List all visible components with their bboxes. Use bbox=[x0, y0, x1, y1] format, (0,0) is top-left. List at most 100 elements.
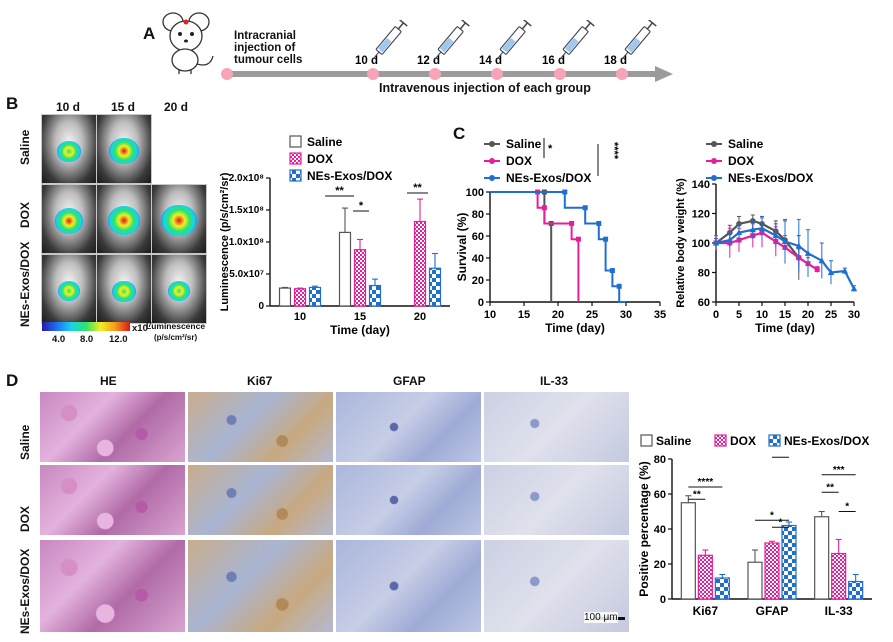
y-tick-label: 60 bbox=[472, 231, 484, 243]
legend-label-dox: DOX bbox=[730, 434, 756, 448]
tumour-signal bbox=[57, 140, 81, 162]
bar-dox bbox=[293, 288, 307, 307]
tumour-signal bbox=[108, 206, 140, 236]
timeline-day-label: 12 d bbox=[417, 55, 440, 67]
series-marker-nes-exos-dox bbox=[772, 232, 779, 239]
tumour-signal bbox=[112, 280, 136, 302]
timeline-dot-start bbox=[221, 68, 233, 80]
body-weight-chart: 60 80 100 120 140 0 5 10 15 20 25 30 Time (day) Relat… bbox=[675, 137, 860, 335]
bar-nes-exos-dox bbox=[714, 577, 730, 600]
scale-bar-label: 100 μm bbox=[584, 612, 618, 623]
y-tick-label: 100 bbox=[692, 238, 710, 250]
bar-saline bbox=[747, 561, 763, 600]
series-line-dox bbox=[716, 231, 818, 271]
colorbar-tick-4: 4.0 bbox=[52, 334, 66, 345]
bar-dox bbox=[697, 554, 713, 600]
legend-marker-saline bbox=[711, 141, 717, 147]
syringe-grip bbox=[523, 20, 532, 27]
syringe-grip bbox=[461, 20, 470, 27]
mouse-illustration bbox=[162, 12, 214, 74]
series-line-nes-exos-dox bbox=[490, 191, 626, 303]
y-tick-label: 40 bbox=[654, 524, 666, 536]
histology-col-gfap: GFAP bbox=[393, 374, 426, 388]
syringe-liquid bbox=[501, 37, 516, 53]
syringe-plunger bbox=[646, 22, 654, 30]
timeline-dot bbox=[616, 68, 628, 80]
legend-marker-nes-exos-dox bbox=[711, 175, 717, 181]
tumour-signal bbox=[109, 137, 139, 165]
x-tick-label: 30 bbox=[848, 309, 860, 321]
legend-label-saline: Saline bbox=[506, 137, 542, 151]
y-tick-label: 100 bbox=[466, 187, 484, 199]
legend-marker-dox bbox=[711, 158, 717, 164]
x-tick-label: 15 bbox=[779, 309, 791, 321]
significance-mark: ** bbox=[826, 482, 834, 493]
syringe-icon bbox=[372, 20, 408, 60]
series-marker-nes-exos-dox bbox=[596, 220, 602, 226]
y-tick-label: 80 bbox=[654, 455, 666, 466]
histology-col-il33: IL-33 bbox=[540, 374, 569, 388]
significance-mark: * bbox=[770, 510, 774, 521]
series-marker-nes-exos-dox bbox=[616, 283, 622, 289]
syringe-plunger bbox=[459, 22, 467, 30]
histology-row-saline: Saline bbox=[18, 424, 32, 460]
timeline-dot bbox=[429, 68, 441, 80]
series-marker-nes-exos-dox bbox=[818, 257, 825, 264]
y-tick-label: 1.0x10⁸ bbox=[229, 237, 265, 248]
histology-image bbox=[336, 392, 481, 462]
syringe-needle bbox=[496, 51, 504, 60]
histology-image bbox=[40, 392, 185, 462]
y-axis-title: Positive percentage (%) bbox=[637, 461, 651, 596]
tumour-signal bbox=[54, 208, 84, 234]
y-tick-label: 0 bbox=[258, 301, 264, 312]
timeline-day-label: 10 d bbox=[355, 55, 378, 67]
y-tick-label: 80 bbox=[472, 209, 484, 221]
series-marker-nes-exos-dox bbox=[562, 189, 568, 195]
series-marker-dox bbox=[575, 236, 581, 242]
syringe-grip bbox=[648, 20, 657, 27]
series-marker-dox bbox=[541, 205, 547, 211]
syringe-liquid bbox=[564, 37, 579, 53]
syringe-needle bbox=[434, 51, 442, 60]
bioluminescence-image bbox=[41, 254, 97, 324]
bar-dox bbox=[413, 220, 427, 307]
series-marker-dox bbox=[569, 220, 575, 226]
imaging-row-nes: NEs-Exos/DOX bbox=[18, 241, 32, 327]
syringe-grip bbox=[586, 20, 595, 27]
legend-label-dox: DOX bbox=[506, 154, 532, 168]
bar-dox bbox=[764, 542, 780, 600]
x-axis-title: Time (day) bbox=[330, 323, 390, 337]
imaging-col-20d: 20 d bbox=[164, 100, 189, 114]
luminescence-bar-chart: 0 5.0x10⁷ 1.0x10⁸ 1.5x10⁸ 2.0x10⁸ 10 15 20 Time … bbox=[219, 135, 450, 337]
bioluminescence-image bbox=[151, 184, 207, 254]
timeline-day-label: 14 d bbox=[479, 55, 502, 67]
legend-marker-saline bbox=[489, 141, 495, 147]
syringe-icon bbox=[434, 20, 470, 60]
histology-image bbox=[40, 465, 185, 535]
legend-swatch-dox bbox=[714, 434, 727, 447]
significance-mark: * bbox=[548, 143, 553, 155]
significance-mark: ** bbox=[693, 489, 701, 500]
y-tick-label: 0 bbox=[660, 594, 666, 606]
x-tick-label: 15 bbox=[354, 311, 366, 323]
x-tick-label: 10 bbox=[294, 311, 306, 323]
y-axis-title: Survival (%) bbox=[455, 213, 469, 282]
positive-percentage-legend: Saline DOX NEs-Exos/DOX bbox=[640, 434, 869, 448]
colorbar-unit: (p/s/cm²/sr) bbox=[154, 333, 198, 342]
x-tick-label: 5 bbox=[736, 309, 742, 321]
x-tick-label: 20 bbox=[552, 309, 564, 321]
imaging-row-dox: DOX bbox=[18, 201, 32, 228]
bar-dox bbox=[353, 249, 367, 307]
significance-mark: **** bbox=[608, 142, 620, 160]
significance-mark: *** bbox=[833, 465, 845, 476]
syringe-liquid bbox=[439, 37, 454, 53]
legend-swatch-nes-exos-dox bbox=[768, 434, 781, 447]
series-marker-nes-exos-dox bbox=[758, 224, 766, 231]
bioluminescence-image bbox=[96, 254, 152, 324]
series-marker-nes-exos-dox bbox=[795, 242, 802, 249]
survival-chart: 0 20 40 60 80 100 10 15 20 25 30 35 Time (day) Surviv… bbox=[455, 137, 666, 335]
bioluminescence-image bbox=[96, 184, 152, 254]
y-tick-label: 20 bbox=[654, 559, 666, 571]
x-tick-label: 10 bbox=[756, 309, 768, 321]
histology-image bbox=[188, 465, 333, 535]
